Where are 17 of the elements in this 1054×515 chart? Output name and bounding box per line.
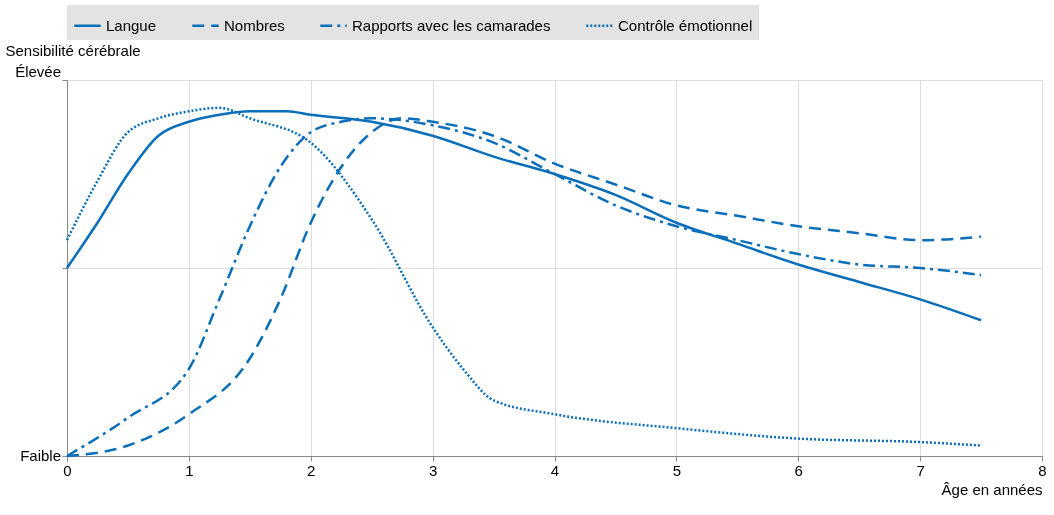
text: Élevée <box>15 63 61 80</box>
y-axis-title: Sensibilité cérébrale <box>5 41 141 59</box>
legend-label: Contrôle émotionnel <box>618 16 753 34</box>
text: Faible <box>20 447 61 464</box>
x-tick-label: 2 <box>307 461 316 479</box>
x-tick-label: 1 <box>185 461 194 479</box>
legend-label: Nombres <box>224 16 285 34</box>
x-tick-label: 0 <box>63 461 72 479</box>
x-axis-title: Âge en années <box>941 480 1043 498</box>
x-tick-label: 5 <box>672 461 682 479</box>
x-tick-label: 7 <box>916 461 925 479</box>
x-tick-label: 4 <box>550 461 560 479</box>
legend-label: Langue <box>106 16 157 34</box>
x-tick-label: 6 <box>794 461 803 479</box>
x-tick-label: 8 <box>1038 461 1047 479</box>
legend-label: Rapports avec les camarades <box>352 16 551 34</box>
x-tick-label: 3 <box>428 461 438 479</box>
